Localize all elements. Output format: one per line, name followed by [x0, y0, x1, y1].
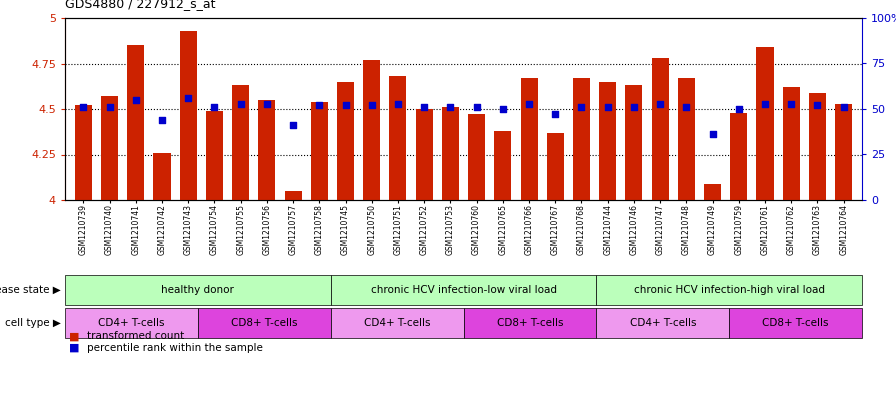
Bar	[597, 275, 862, 305]
Text: CD4+ T-cells: CD4+ T-cells	[630, 318, 696, 328]
Point	[444, 104, 458, 110]
Point	[417, 104, 431, 110]
Text: percentile rank within the sample: percentile rank within the sample	[88, 343, 263, 353]
Bar	[331, 308, 463, 338]
Bar	[65, 275, 331, 305]
Point	[810, 102, 824, 108]
Point	[600, 104, 615, 110]
Bar	[390, 76, 407, 200]
Bar	[101, 96, 118, 200]
Text: disease state ▶: disease state ▶	[0, 285, 61, 295]
Bar	[232, 85, 249, 200]
Point	[653, 100, 668, 107]
Point	[626, 104, 641, 110]
Text: healthy donor: healthy donor	[161, 285, 234, 295]
Bar	[835, 103, 852, 200]
Bar	[258, 100, 275, 200]
Point	[391, 100, 405, 107]
Bar	[678, 78, 695, 200]
Point	[365, 102, 379, 108]
Bar	[599, 82, 616, 200]
Text: CD8+ T-cells: CD8+ T-cells	[762, 318, 829, 328]
Point	[732, 106, 746, 112]
Bar	[75, 105, 92, 200]
Point	[102, 104, 116, 110]
Bar	[285, 191, 302, 200]
Bar	[573, 78, 590, 200]
Bar	[809, 93, 826, 200]
Point	[470, 104, 484, 110]
Point	[495, 106, 510, 112]
Bar	[65, 308, 198, 338]
Bar	[311, 102, 328, 200]
Point	[129, 97, 143, 103]
Point	[312, 102, 326, 108]
Text: CD8+ T-cells: CD8+ T-cells	[231, 318, 297, 328]
Bar	[180, 31, 197, 200]
Point	[155, 117, 169, 123]
Text: ■: ■	[70, 331, 80, 341]
Text: cell type ▶: cell type ▶	[4, 318, 61, 328]
Bar	[198, 308, 331, 338]
Bar	[337, 82, 354, 200]
Point	[76, 104, 90, 110]
Bar	[495, 131, 512, 200]
Text: chronic HCV infection-low viral load: chronic HCV infection-low viral load	[371, 285, 556, 295]
Bar	[730, 113, 747, 200]
Bar	[463, 308, 597, 338]
Bar	[206, 111, 223, 200]
Bar	[729, 308, 862, 338]
Bar	[468, 114, 485, 200]
Bar	[597, 308, 729, 338]
Point	[181, 95, 195, 101]
Text: GDS4880 / 227912_s_at: GDS4880 / 227912_s_at	[65, 0, 216, 10]
Point	[548, 111, 563, 118]
Bar	[704, 184, 721, 200]
Text: transformed count: transformed count	[88, 331, 185, 341]
Point	[260, 100, 274, 107]
Point	[521, 100, 536, 107]
Point	[339, 102, 353, 108]
Point	[705, 131, 719, 138]
Text: CD8+ T-cells: CD8+ T-cells	[496, 318, 564, 328]
Text: chronic HCV infection-high viral load: chronic HCV infection-high viral load	[633, 285, 824, 295]
Bar	[625, 85, 642, 200]
Point	[837, 104, 851, 110]
Text: CD4+ T-cells: CD4+ T-cells	[364, 318, 430, 328]
Text: CD4+ T-cells: CD4+ T-cells	[99, 318, 165, 328]
Bar	[331, 275, 597, 305]
Text: ■: ■	[70, 343, 80, 353]
Bar	[521, 78, 538, 200]
Bar	[651, 58, 668, 200]
Bar	[363, 60, 380, 200]
Point	[574, 104, 589, 110]
Bar	[153, 152, 170, 200]
Point	[286, 122, 300, 129]
Bar	[416, 109, 433, 200]
Bar	[783, 87, 800, 200]
Bar	[547, 133, 564, 200]
Bar	[127, 45, 144, 200]
Bar	[442, 107, 459, 200]
Point	[207, 104, 221, 110]
Point	[234, 100, 248, 107]
Bar	[756, 47, 773, 200]
Point	[758, 100, 772, 107]
Point	[784, 100, 798, 107]
Point	[679, 104, 694, 110]
